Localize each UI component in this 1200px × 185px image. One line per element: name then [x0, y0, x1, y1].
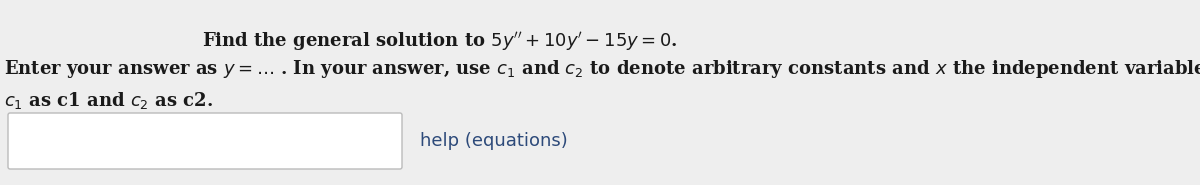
Text: Enter your answer as $y = \ldots$ . In your answer, use $c_1$ and $c_2$ to denot: Enter your answer as $y = \ldots$ . In y… [4, 58, 1200, 80]
Text: help (equations): help (equations) [420, 132, 568, 150]
Text: Find the general solution to $5y^{\prime\prime} + 10y^{\prime} - 15y = 0$.: Find the general solution to $5y^{\prime… [203, 30, 678, 53]
FancyBboxPatch shape [8, 113, 402, 169]
Text: $c_1$ as c1 and $c_2$ as c2.: $c_1$ as c1 and $c_2$ as c2. [4, 90, 214, 111]
